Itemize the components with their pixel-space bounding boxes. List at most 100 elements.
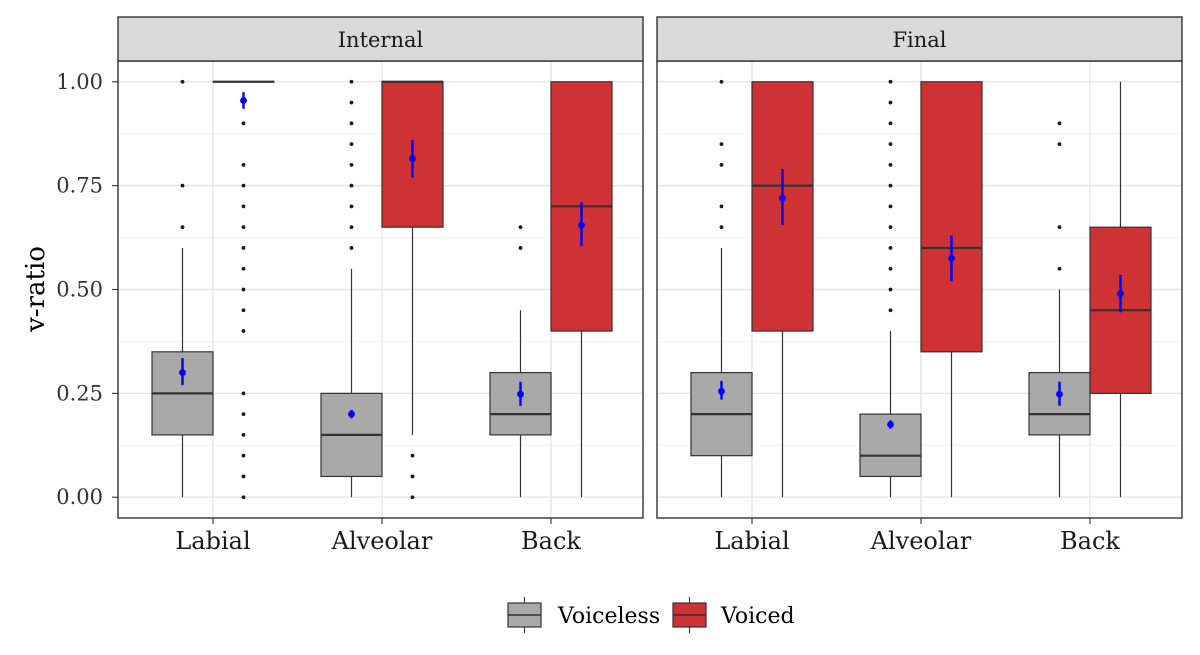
- legend: Voiceless Voiced: [507, 597, 795, 633]
- facet-strip: [656, 16, 1183, 62]
- mean-point: [348, 410, 355, 418]
- y-tick-label: 1.00: [56, 70, 103, 94]
- mean-point: [1117, 290, 1124, 298]
- mean-point: [517, 390, 524, 398]
- outlier-point: [241, 433, 246, 437]
- outlier-point: [241, 412, 246, 417]
- outlier-point: [888, 225, 893, 230]
- x-tick-label: Labial: [714, 527, 789, 555]
- box-back-voiced: [1089, 81, 1152, 498]
- outlier-point: [349, 225, 354, 230]
- facet-strip-label: Final: [892, 28, 946, 52]
- outlier-point: [518, 246, 523, 250]
- outlier-point: [410, 495, 415, 500]
- mean-point: [1056, 390, 1063, 398]
- mean-point: [179, 369, 186, 376]
- outlier-point: [349, 162, 354, 167]
- outlier-point: [241, 308, 246, 313]
- facet-strip-label: Internal: [338, 28, 424, 52]
- box-back-voiced: [550, 81, 613, 498]
- mean-point: [240, 97, 247, 104]
- mean-point: [779, 194, 786, 202]
- panel-internal: Internal Labial Alveolar Back: [117, 16, 644, 555]
- outlier-point: [719, 225, 724, 230]
- outlier-point: [349, 100, 354, 105]
- box-labial-voiced: [212, 80, 275, 500]
- x-tick-label: Labial: [175, 527, 250, 555]
- outlier-point: [888, 121, 893, 126]
- outlier-point: [719, 162, 724, 167]
- outlier-point: [241, 204, 246, 209]
- outlier-point: [1057, 225, 1062, 230]
- panel-final: Final Labial Alveolar Back: [656, 16, 1183, 555]
- outlier-point: [888, 266, 893, 271]
- legend-item-voiced: Voiced: [672, 597, 795, 633]
- outlier-point: [241, 495, 246, 500]
- box-labial-voiced: [751, 81, 814, 498]
- y-tick-label: 0.00: [56, 485, 103, 509]
- mean-point: [718, 387, 725, 395]
- legend-label: Voiceless: [557, 604, 660, 629]
- outlier-point: [241, 121, 246, 126]
- mean-point: [409, 155, 416, 163]
- box-back-voiceless: [1028, 121, 1091, 498]
- outlier-point: [888, 79, 893, 84]
- outlier-point: [719, 79, 724, 84]
- box-body: [920, 81, 983, 353]
- outlier-point: [349, 204, 354, 209]
- box-back-voiceless: [489, 225, 552, 498]
- outlier-point: [349, 246, 354, 250]
- box-alveolar-voiced: [381, 80, 444, 500]
- outlier-point: [1057, 142, 1062, 146]
- legend-label: Voiced: [720, 604, 795, 629]
- outlier-point: [180, 183, 185, 188]
- outlier-point: [349, 79, 354, 84]
- outlier-point: [888, 142, 893, 146]
- outlier-point: [888, 287, 893, 292]
- outlier-point: [1057, 121, 1062, 126]
- outlier-point: [410, 453, 415, 458]
- legend-item-voiceless: Voiceless: [507, 597, 660, 633]
- box-labial-voiceless: [151, 79, 214, 498]
- outlier-point: [410, 474, 415, 479]
- outlier-point: [241, 225, 246, 230]
- mean-point: [578, 221, 585, 229]
- y-tick-label: 0.50: [56, 278, 103, 302]
- outlier-point: [180, 79, 185, 84]
- outlier-point: [888, 162, 893, 167]
- x-tick-label: Back: [521, 527, 581, 555]
- outlier-point: [241, 453, 246, 458]
- outlier-point: [349, 142, 354, 146]
- box-labial-voiceless: [690, 79, 753, 498]
- outlier-point: [241, 246, 246, 250]
- outlier-point: [241, 183, 246, 188]
- mean-point: [887, 421, 894, 428]
- outlier-point: [719, 142, 724, 146]
- outlier-point: [241, 287, 246, 292]
- facet-strip: [117, 16, 644, 62]
- outlier-point: [241, 391, 246, 396]
- outlier-point: [241, 266, 246, 271]
- outlier-point: [518, 225, 523, 230]
- box-alveolar-voiced: [920, 81, 983, 498]
- mean-point: [948, 254, 955, 262]
- y-axis-title: v-ratio: [21, 246, 51, 333]
- x-tick-label: Alveolar: [331, 527, 433, 555]
- outlier-point: [719, 204, 724, 209]
- x-tick-label: Alveolar: [870, 527, 972, 555]
- x-tick-label: Back: [1060, 527, 1120, 555]
- outlier-point: [888, 308, 893, 313]
- outlier-point: [349, 121, 354, 126]
- outlier-point: [888, 246, 893, 250]
- y-tick-label: 0.75: [56, 174, 103, 198]
- outlier-point: [241, 162, 246, 167]
- outlier-point: [349, 183, 354, 188]
- outlier-point: [1057, 266, 1062, 271]
- outlier-point: [241, 329, 246, 333]
- box-alveolar-voiceless: [859, 79, 922, 498]
- outlier-point: [241, 474, 246, 479]
- y-tick-label: 0.25: [56, 381, 103, 405]
- outlier-point: [888, 204, 893, 209]
- outlier-point: [888, 100, 893, 105]
